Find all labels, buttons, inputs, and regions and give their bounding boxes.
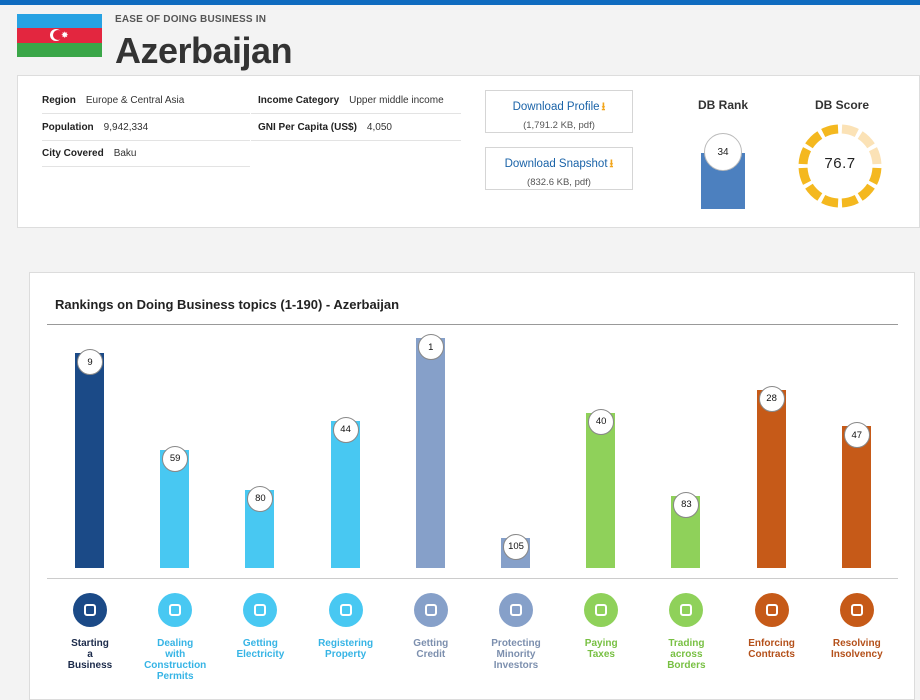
- download-snapshot-label: Download Snapshot: [504, 158, 608, 170]
- chart-bar-value: 59: [162, 445, 189, 472]
- gauge-segment: [868, 167, 882, 185]
- chart-category-label[interactable]: Getting Electricity: [236, 638, 285, 660]
- chart-bar-value: 1: [417, 334, 444, 360]
- info-region-label: Region: [42, 95, 76, 106]
- chart-bar-8: [756, 389, 786, 568]
- page-eyebrow: EASE OF DOING BUSINESS IN: [115, 14, 267, 25]
- db-rank-title: DB Rank: [698, 98, 749, 112]
- building-icon[interactable]: [73, 593, 107, 627]
- growth-chart-icon[interactable]: [499, 593, 533, 627]
- chart-baseline: [47, 578, 898, 579]
- gauge-segment: [857, 183, 875, 201]
- gauge-segment: [805, 131, 823, 149]
- chart-category-label[interactable]: Enforcing Contracts: [748, 638, 795, 660]
- info-gni: GNI Per Capita (US$) 4,050: [251, 115, 461, 141]
- info-gni-label: GNI Per Capita (US$): [258, 122, 357, 133]
- credit-icon[interactable]: [413, 593, 448, 627]
- chart-category-label[interactable]: Getting Credit: [413, 638, 449, 660]
- chart-category-label[interactable]: Paying Taxes: [584, 638, 618, 660]
- country-info-panel: [17, 75, 920, 228]
- chart-bar-value: 28: [758, 385, 785, 412]
- chart-bar-4: [415, 338, 445, 568]
- chart-bar-value: 83: [673, 491, 700, 518]
- azerbaijan-flag-icon: ✸: [17, 14, 102, 57]
- lightning-icon[interactable]: [243, 593, 278, 627]
- page-title: Azerbaijan: [115, 30, 293, 71]
- top-accent-bar: [0, 0, 920, 5]
- chart-bar-6: [586, 412, 616, 568]
- download-profile-label: Download Profile: [512, 101, 600, 113]
- download-snapshot-size: (832.6 KB, pdf): [527, 177, 591, 188]
- info-income-value: Upper middle income: [349, 95, 444, 106]
- chart-bar-value: 44: [332, 416, 359, 443]
- gavel-icon[interactable]: [839, 593, 874, 627]
- chart-bar-value: 80: [247, 485, 274, 512]
- chart-bar-value: 9: [77, 349, 103, 376]
- info-gni-value: 4,050: [366, 122, 392, 133]
- city-icon[interactable]: [328, 593, 363, 627]
- chart-bar-9: [841, 426, 871, 568]
- gauge-segment: [821, 194, 839, 208]
- db-score-gauge: [798, 124, 882, 208]
- chart-bar-3: [330, 420, 360, 568]
- chart-title-divider: [47, 324, 898, 325]
- chart-category-label[interactable]: Trading across Borders: [667, 638, 706, 671]
- info-population-label: Population: [42, 122, 94, 133]
- info-income: Income Category Upper middle income: [251, 88, 461, 114]
- db-score-title: DB Score: [815, 98, 870, 112]
- chart-category-label[interactable]: Resolving Insolvency: [830, 638, 883, 660]
- info-region-value: Europe & Central Asia: [85, 95, 185, 106]
- info-city-label: City Covered: [42, 148, 104, 159]
- gauge-segment: [805, 183, 823, 201]
- gauge-segment: [857, 131, 875, 149]
- info-population-value: 9,942,334: [103, 122, 149, 133]
- truck-icon[interactable]: [669, 593, 704, 627]
- gauge-segment: [868, 147, 882, 165]
- info-population: Population 9,942,334: [42, 115, 250, 141]
- download-profile-size: (1,791.2 KB, pdf): [523, 120, 595, 131]
- tools-icon[interactable]: [158, 593, 193, 627]
- db-rank-value: 34: [704, 133, 742, 171]
- download-icon: ⭳: [609, 158, 614, 170]
- chart-category-label[interactable]: Starting a Business: [67, 638, 113, 671]
- gauge-segment: [798, 167, 812, 185]
- chart-category-label[interactable]: Dealing with Construction Permits: [144, 638, 207, 682]
- chart-title: Rankings on Doing Business topics (1-190…: [55, 297, 400, 312]
- chart-category-label[interactable]: Protecting Minority Investors: [491, 638, 541, 671]
- chart-bar-0: [75, 353, 104, 568]
- courthouse-icon[interactable]: [754, 593, 789, 627]
- download-snapshot-button[interactable]: Download Snapshot ⭳ (832.6 KB, pdf): [485, 147, 633, 190]
- chart-bar-value: 105: [503, 533, 529, 560]
- download-icon: ⭳: [601, 101, 606, 113]
- chart-category-label[interactable]: Registering Property: [318, 638, 374, 660]
- info-income-label: Income Category: [258, 95, 340, 106]
- gauge-segment: [798, 147, 812, 165]
- download-profile-button[interactable]: Download Profile ⭳ (1,791.2 KB, pdf): [485, 90, 633, 133]
- info-region: Region Europe & Central Asia: [42, 88, 250, 114]
- db-score-value: 76.7: [824, 155, 856, 172]
- info-city-value: Baku: [113, 148, 137, 159]
- info-city: City Covered Baku: [42, 141, 250, 167]
- gauge-segment: [821, 124, 839, 138]
- gauge-segment: [841, 124, 859, 138]
- gauge-segment: [841, 194, 859, 208]
- money-icon[interactable]: [584, 593, 619, 627]
- chart-bar-value: 40: [588, 408, 615, 435]
- chart-bar-value: 47: [843, 422, 870, 449]
